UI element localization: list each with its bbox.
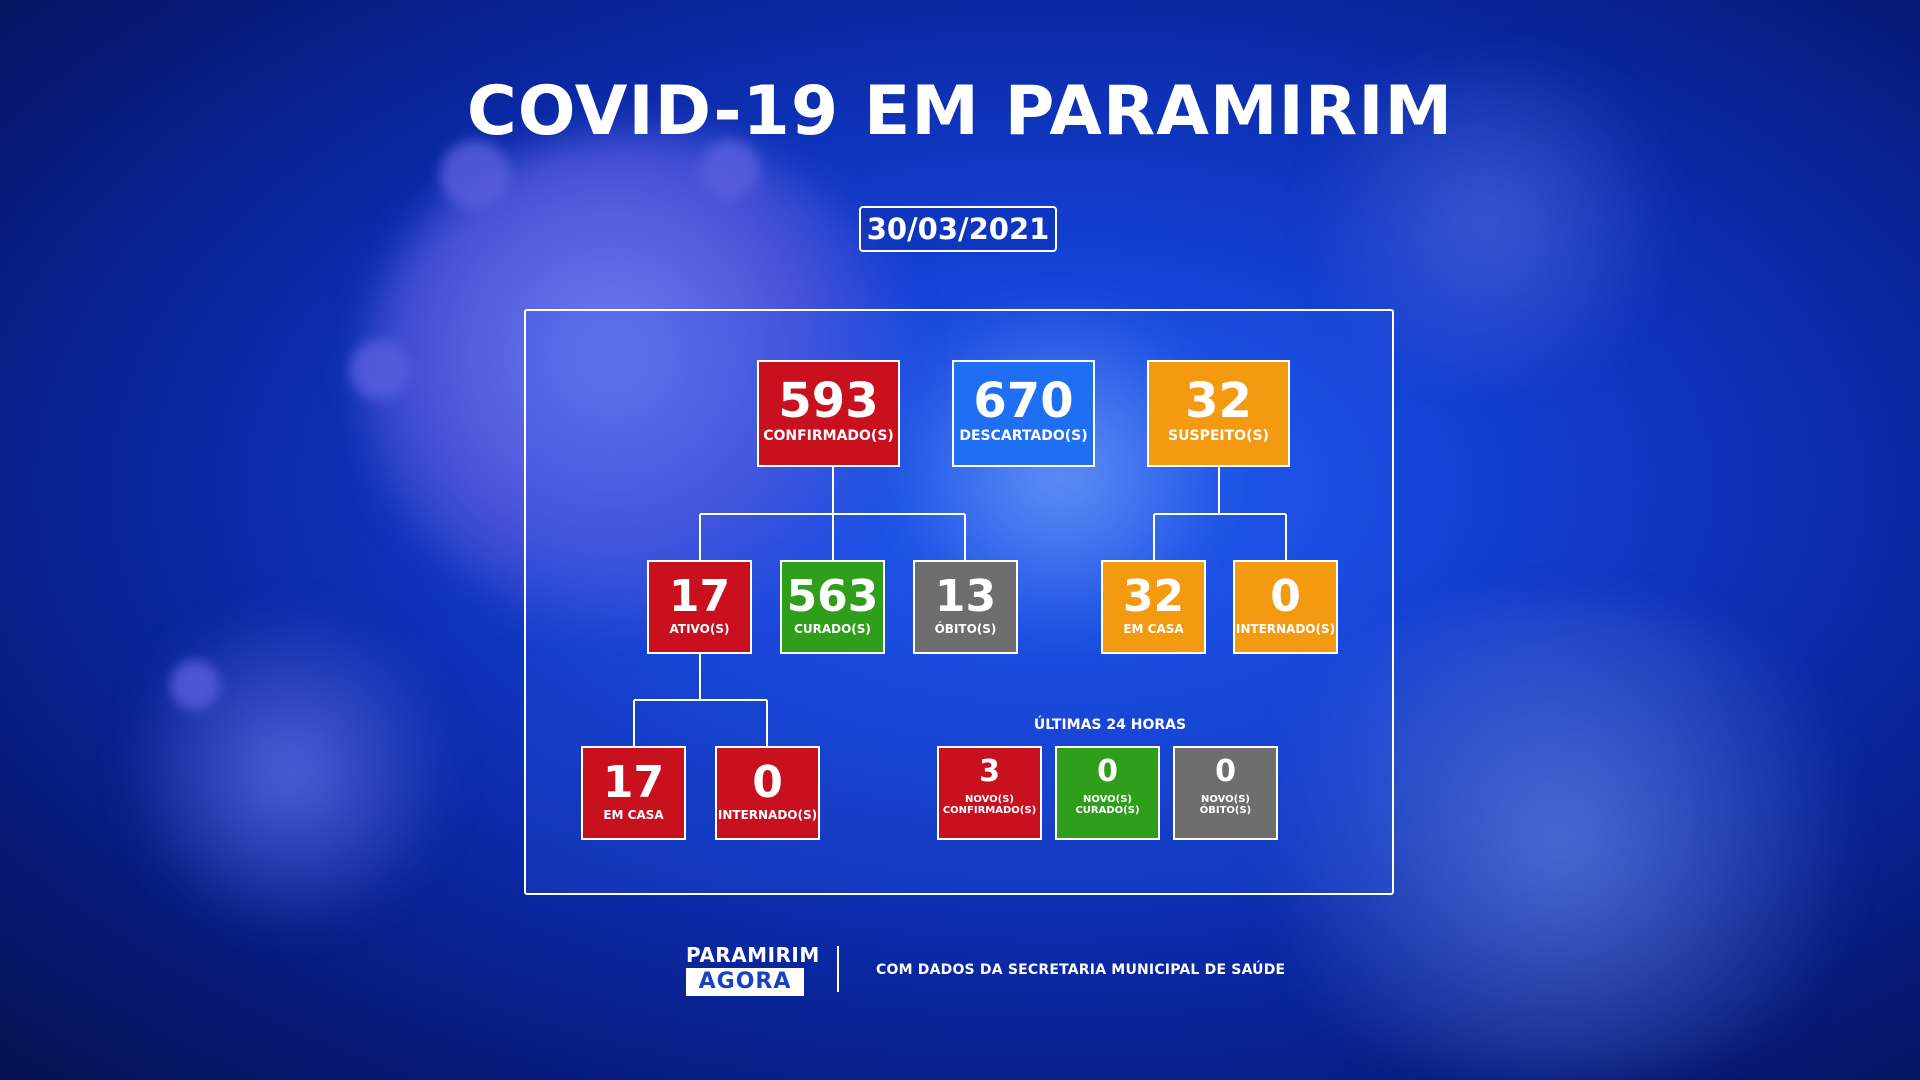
cured-card: 563 CURADO(S) xyxy=(780,560,885,654)
new-deaths-label-line1: NOVO(S) xyxy=(1200,794,1250,805)
suspected-hospitalized-card: 0 INTERNADO(S) xyxy=(1233,560,1338,654)
discarded-card: 670 DESCARTADO(S) xyxy=(952,360,1095,467)
new-cured-value: 0 xyxy=(1097,754,1118,789)
virus-spike xyxy=(350,340,410,400)
new-confirmed-card: 3 NOVO(S) CONFIRMADO(S) xyxy=(937,746,1042,840)
date-badge: 30/03/2021 xyxy=(859,206,1057,252)
new-confirmed-value: 3 xyxy=(979,754,1000,789)
confirmed-card: 593 CONFIRMADO(S) xyxy=(757,360,900,467)
new-cured-label-line2: CURADO(S) xyxy=(1075,805,1140,816)
confirmed-value: 593 xyxy=(778,373,879,429)
suspected-label: SUSPEITO(S) xyxy=(1168,428,1269,444)
active-hospitalized-card: 0 INTERNADO(S) xyxy=(715,746,820,840)
active-hospitalized-value: 0 xyxy=(752,757,783,808)
active-home-value: 17 xyxy=(602,757,665,808)
new-deaths-value: 0 xyxy=(1215,754,1236,789)
footer-divider xyxy=(837,946,839,992)
virus-background-small xyxy=(110,610,470,930)
new-cured-label-line1: NOVO(S) xyxy=(1082,794,1132,805)
new-cured-card: 0 NOVO(S) CURADO(S) xyxy=(1055,746,1160,840)
virus-background-top-right xyxy=(1280,60,1700,380)
cured-value: 563 xyxy=(786,571,879,622)
active-card: 17 ATIVO(S) xyxy=(647,560,752,654)
active-value: 17 xyxy=(668,571,731,622)
new-confirmed-label: NOVO(S) CONFIRMADO(S) xyxy=(939,794,1040,816)
confirmed-label: CONFIRMADO(S) xyxy=(763,428,894,444)
virus-spike xyxy=(170,660,220,710)
deaths-value: 13 xyxy=(934,571,997,622)
discarded-label: DESCARTADO(S) xyxy=(959,428,1088,444)
cured-label: CURADO(S) xyxy=(794,622,871,636)
suspected-value: 32 xyxy=(1185,373,1252,429)
active-hospitalized-label: INTERNADO(S) xyxy=(717,808,818,822)
deaths-label: ÓBITO(S) xyxy=(934,622,997,636)
active-home-label: EM CASA xyxy=(603,808,664,822)
suspected-hospitalized-value: 0 xyxy=(1270,571,1301,622)
suspected-card: 32 SUSPEITO(S) xyxy=(1147,360,1290,467)
new-deaths-label: NOVO(S) ÓBITO(S) xyxy=(1175,794,1276,816)
active-home-card: 17 EM CASA xyxy=(581,746,686,840)
new-confirmed-label-line1: NOVO(S) xyxy=(964,794,1014,805)
discarded-value: 670 xyxy=(973,373,1074,429)
suspected-home-label: EM CASA xyxy=(1123,622,1184,636)
suspected-hospitalized-label: INTERNADO(S) xyxy=(1235,622,1336,636)
paramirim-agora-logo: PARAMIRIM AGORA xyxy=(686,943,820,996)
page-title: COVID-19 EM PARAMIRIM xyxy=(466,72,1454,151)
logo-top-text: PARAMIRIM xyxy=(686,943,820,967)
source-note: COM DADOS DA SECRETARIA MUNICIPAL DE SAÚ… xyxy=(876,962,1286,978)
suspected-home-card: 32 EM CASA xyxy=(1101,560,1206,654)
virus-spike xyxy=(700,140,760,200)
deaths-card: 13 ÓBITO(S) xyxy=(913,560,1018,654)
virus-spike xyxy=(440,140,510,210)
new-cured-label: NOVO(S) CURADO(S) xyxy=(1057,794,1158,816)
active-label: ATIVO(S) xyxy=(669,622,730,636)
new-confirmed-label-line2: CONFIRMADO(S) xyxy=(942,805,1037,816)
virus-background-right xyxy=(1200,600,1920,1080)
last24-heading: ÚLTIMAS 24 HORAS xyxy=(1033,717,1187,733)
new-deaths-card: 0 NOVO(S) ÓBITO(S) xyxy=(1173,746,1278,840)
new-deaths-label-line2: ÓBITO(S) xyxy=(1199,805,1252,816)
suspected-home-value: 32 xyxy=(1122,571,1185,622)
logo-bottom-text: AGORA xyxy=(686,968,804,996)
